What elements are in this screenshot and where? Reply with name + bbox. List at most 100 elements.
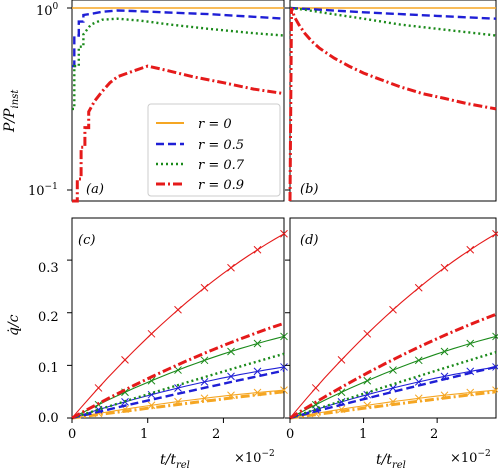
series-marker (200, 356, 209, 365)
series-marker (466, 339, 475, 348)
series-marker (200, 283, 209, 292)
ylabel-bottom: q̇/c (6, 314, 22, 336)
series-marker (492, 363, 498, 371)
xtick-label-d-1: 1 (359, 427, 367, 442)
series-marker (414, 394, 423, 403)
ytick-label-0.2: 0.2 (38, 310, 59, 325)
series-marker (94, 384, 103, 392)
panel-a-frame (71, 0, 285, 202)
series-marker (389, 366, 397, 374)
panel-tag-d: (d) (300, 233, 318, 248)
x-multiplier-d: ×10−2 (450, 449, 491, 466)
series-marker (466, 245, 475, 254)
series-marker (492, 229, 498, 238)
series-marker (311, 384, 320, 392)
series-marker (174, 366, 182, 374)
panel-b-frame (289, 0, 497, 202)
series-marker (363, 376, 372, 385)
series-line-d-6 (289, 312, 497, 420)
legend-label-r07: r = 0.7 (198, 158, 245, 173)
series-marker (440, 372, 449, 381)
series-line-c-7 (71, 233, 285, 419)
panel-tag-c: (c) (78, 233, 95, 248)
series-marker (280, 386, 288, 394)
series-marker (337, 356, 346, 364)
xtick-label-d-2: 2 (430, 427, 438, 442)
series-marker (414, 378, 423, 386)
series-line-a-2 (72, 17, 285, 111)
xtick-label-c-2: 2 (212, 427, 220, 442)
ytick-label-1e-1: 10−1 (28, 182, 58, 199)
panel-c-frame (71, 217, 285, 419)
series-line-a-1 (72, 9, 285, 68)
series-marker (363, 401, 372, 410)
xlabel-d: t/trel (376, 452, 406, 471)
xtick-label-c-0: 0 (68, 427, 76, 442)
panel-tag-a: (a) (86, 182, 104, 197)
series-marker (147, 329, 156, 338)
series-marker (337, 405, 346, 414)
series-marker (253, 367, 262, 376)
legend: r = 0 r = 0.5 r = 0.7 r = 0.9 (147, 103, 281, 197)
series-marker (389, 305, 397, 314)
series-line-c-2 (71, 369, 285, 420)
series-marker (227, 347, 235, 356)
legend-box (147, 103, 281, 197)
series-marker (466, 388, 475, 397)
series-marker (227, 391, 235, 400)
panel-d-frame (289, 217, 497, 419)
x-multiplier-c: ×10−2 (234, 449, 275, 466)
series-line-c-4 (71, 352, 285, 420)
xtick-label-d-0: 0 (286, 427, 294, 442)
series-marker (147, 401, 156, 410)
series-marker (440, 263, 449, 272)
series-marker (311, 400, 320, 409)
series-marker (121, 356, 129, 364)
series-marker (414, 356, 423, 365)
legend-label-r0: r = 0 (198, 117, 232, 132)
series-marker (466, 367, 475, 376)
xtick-label-c-1: 1 (140, 427, 148, 442)
ytick-label-0.1: 0.1 (38, 361, 59, 376)
series-marker (492, 332, 498, 341)
series-marker (280, 229, 288, 238)
series-line-a-3 (72, 64, 285, 203)
series-marker (227, 263, 235, 272)
ytick-label-0.0: 0.0 (38, 411, 59, 426)
ytick-label-0.3: 0.3 (38, 261, 59, 276)
series-line-d-4 (289, 351, 497, 420)
panel-c-series (71, 229, 288, 420)
series-marker (389, 397, 397, 406)
series-marker (174, 305, 182, 314)
series-line-b-1 (289, 6, 497, 20)
xlabel-c: t/trel (160, 452, 190, 471)
series-line-d-7 (289, 233, 497, 419)
series-marker (440, 347, 449, 356)
series-line-d-2 (289, 365, 497, 420)
panel-a-series (72, 7, 285, 203)
series-marker (414, 283, 423, 292)
series-marker (363, 390, 372, 399)
series-marker (492, 386, 498, 394)
ytick-label-1e0: 100 (36, 2, 59, 19)
series-line-c-0 (71, 390, 285, 420)
axis-ticks (67, 7, 438, 423)
series-marker (440, 391, 449, 400)
series-marker (253, 245, 262, 254)
series-line-d-0 (289, 390, 497, 420)
series-line-c-3 (71, 366, 285, 419)
series-marker (200, 394, 209, 403)
series-marker (174, 384, 182, 392)
legend-label-r05: r = 0.5 (198, 138, 244, 153)
ylabel-top: P/Pinst (2, 89, 21, 133)
series-line-c-6 (71, 321, 285, 420)
series-marker (280, 363, 288, 371)
series-marker (280, 332, 288, 341)
series-line-b-3 (288, 7, 497, 202)
series-marker (174, 397, 182, 406)
legend-label-r09: r = 0.9 (198, 178, 244, 193)
series-line-b-2 (289, 6, 497, 37)
panel-b-series (288, 6, 497, 202)
series-marker (200, 378, 209, 386)
